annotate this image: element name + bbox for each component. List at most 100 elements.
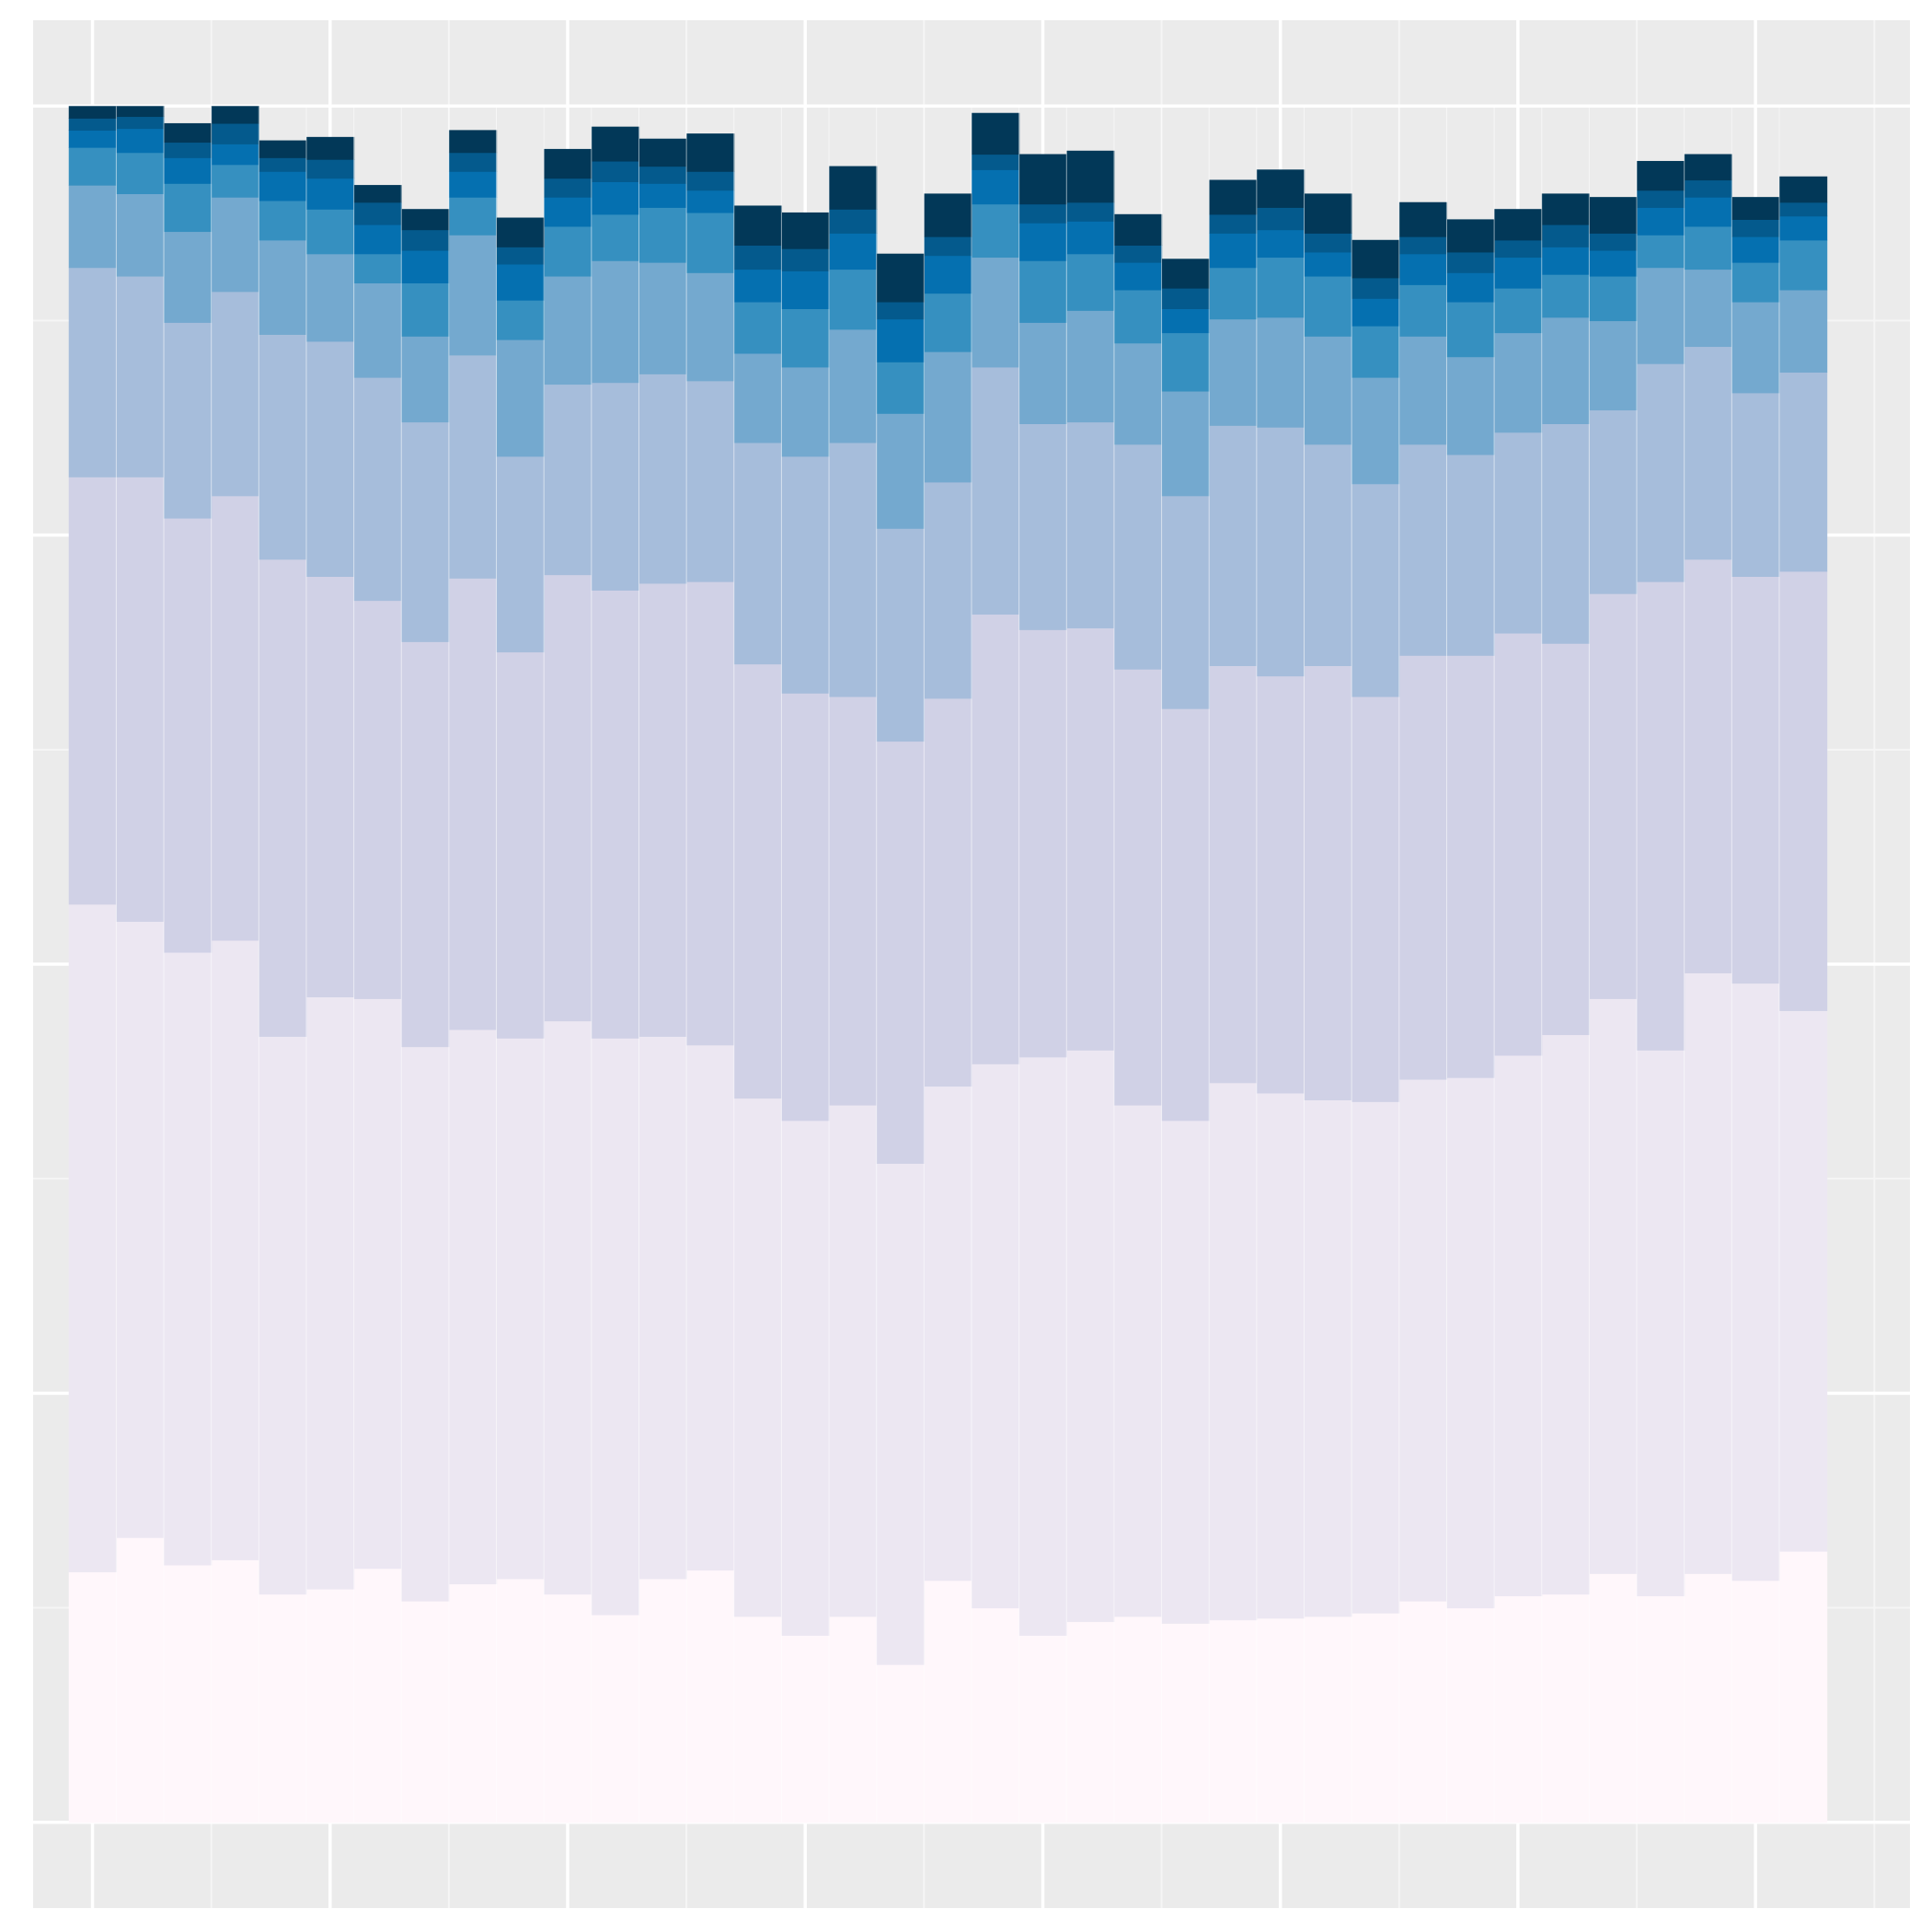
bar-segment-7-33 <box>1637 190 1685 208</box>
bar-segment-7-24 <box>1209 213 1258 234</box>
bar-segment-3-18 <box>924 481 972 699</box>
bar-segment-4-27 <box>1351 377 1400 485</box>
bar-segment-1-22 <box>1113 1104 1163 1617</box>
bar-segment-7-30 <box>1494 239 1543 259</box>
bar-segment-4-17 <box>876 413 925 529</box>
bar-segment-2-33 <box>1637 581 1685 1051</box>
bar-segment-3-36 <box>1778 372 1828 572</box>
bar-segment-5-25 <box>1256 257 1305 318</box>
bar-segment-6-20 <box>1018 223 1067 261</box>
bar-segment-0-3 <box>211 1559 259 1823</box>
bar-segment-6-13 <box>686 190 735 213</box>
bar-segment-7-17 <box>876 301 925 320</box>
bar-segment-8-22 <box>1113 213 1163 246</box>
bar-segment-2-14 <box>733 663 783 1099</box>
bar-segment-8-26 <box>1304 193 1352 234</box>
bar-segment-2-36 <box>1778 570 1828 1011</box>
bar-segment-7-9 <box>496 247 545 265</box>
bar-segment-2-26 <box>1304 665 1352 1100</box>
bar-segment-4-25 <box>1256 316 1305 428</box>
bar-segment-5-26 <box>1304 275 1352 337</box>
bar-segment-7-16 <box>829 209 878 234</box>
bar-segment-3-15 <box>781 455 830 694</box>
bar-segment-6-35 <box>1731 236 1780 263</box>
bar-segment-6-30 <box>1494 257 1543 289</box>
bar-segment-2-15 <box>781 693 830 1121</box>
bar-segment-4-35 <box>1731 301 1780 394</box>
bar-segment-4-8 <box>448 235 498 356</box>
bar-segment-1-0 <box>68 903 117 1572</box>
bar-segment-6-16 <box>829 233 878 270</box>
bar-segment-1-26 <box>1304 1099 1352 1617</box>
bar-segment-6-32 <box>1589 249 1638 277</box>
bar-segment-8-6 <box>353 185 402 203</box>
bar-segment-3-25 <box>1256 427 1305 677</box>
bar-segment-0-10 <box>544 1593 592 1823</box>
bar-segment-8-10 <box>544 148 592 179</box>
bar-segment-1-13 <box>686 1044 735 1571</box>
bar-segment-1-8 <box>448 1029 498 1585</box>
bar-segment-7-13 <box>686 171 735 191</box>
bar-segment-7-27 <box>1351 277 1400 299</box>
bar-segment-3-35 <box>1731 392 1780 578</box>
bar-segment-7-35 <box>1731 219 1780 237</box>
bar-segment-5-11 <box>591 213 640 261</box>
bar-segment-0-33 <box>1637 1595 1685 1823</box>
bar-segment-0-11 <box>591 1615 640 1823</box>
bar-segment-6-6 <box>353 224 402 255</box>
bar-segment-6-2 <box>164 157 213 184</box>
bar-segment-4-2 <box>164 231 213 323</box>
bar-segment-8-7 <box>401 209 450 231</box>
bar-segment-8-14 <box>733 205 783 246</box>
bar-segment-6-31 <box>1541 247 1590 275</box>
bar-segment-6-17 <box>876 318 925 362</box>
bar-segment-2-3 <box>211 495 259 941</box>
bar-segment-2-35 <box>1731 576 1780 984</box>
bar-segment-8-32 <box>1589 197 1638 234</box>
bar-segment-1-32 <box>1589 998 1638 1574</box>
bar-segment-8-2 <box>164 122 213 144</box>
bar-segment-3-30 <box>1494 431 1543 634</box>
bar-segment-7-8 <box>448 152 498 172</box>
bar-segment-0-25 <box>1256 1617 1305 1823</box>
bar-segment-3-20 <box>1018 423 1067 630</box>
bar-segment-0-35 <box>1731 1580 1780 1823</box>
bar-segment-4-16 <box>829 328 878 443</box>
bar-segment-5-6 <box>353 253 402 284</box>
bar-segment-7-36 <box>1778 201 1828 217</box>
bar-segment-7-34 <box>1684 179 1732 198</box>
bar-segment-5-34 <box>1684 225 1732 270</box>
bar-segment-4-33 <box>1637 267 1685 364</box>
bar-segment-0-30 <box>1494 1595 1543 1823</box>
bar-segment-5-9 <box>496 300 545 340</box>
bar-segment-8-5 <box>305 136 355 160</box>
bar-segment-4-21 <box>1066 310 1115 423</box>
bar-segment-3-2 <box>164 322 213 519</box>
bar-segment-0-8 <box>448 1583 498 1823</box>
bar-segment-8-9 <box>496 217 545 247</box>
bar-segment-2-27 <box>1351 696 1400 1102</box>
bar-segment-4-24 <box>1209 318 1258 426</box>
bar-segment-7-14 <box>733 245 783 270</box>
bar-segment-1-3 <box>211 939 259 1560</box>
bar-segment-0-19 <box>972 1607 1020 1823</box>
bar-segment-2-32 <box>1589 593 1638 999</box>
bar-segment-4-4 <box>259 239 307 335</box>
bar-segment-5-13 <box>686 212 735 273</box>
bar-segment-6-36 <box>1778 215 1828 241</box>
bar-segment-4-11 <box>591 260 640 384</box>
bar-segment-3-32 <box>1589 409 1638 594</box>
bar-segment-4-23 <box>1161 390 1210 497</box>
bar-segment-1-9 <box>496 1038 545 1580</box>
bar-segment-6-23 <box>1161 308 1210 334</box>
bar-segment-1-2 <box>164 951 213 1566</box>
bar-segment-3-26 <box>1304 443 1352 667</box>
bar-segment-3-16 <box>829 442 878 697</box>
bar-segment-5-14 <box>733 301 783 354</box>
bar-segment-7-2 <box>164 142 213 158</box>
bar-segment-1-17 <box>876 1163 925 1665</box>
bar-segment-0-2 <box>164 1564 213 1823</box>
bar-segment-3-10 <box>544 384 592 576</box>
bar-segment-6-8 <box>448 171 498 198</box>
bar-segment-3-31 <box>1541 423 1590 644</box>
